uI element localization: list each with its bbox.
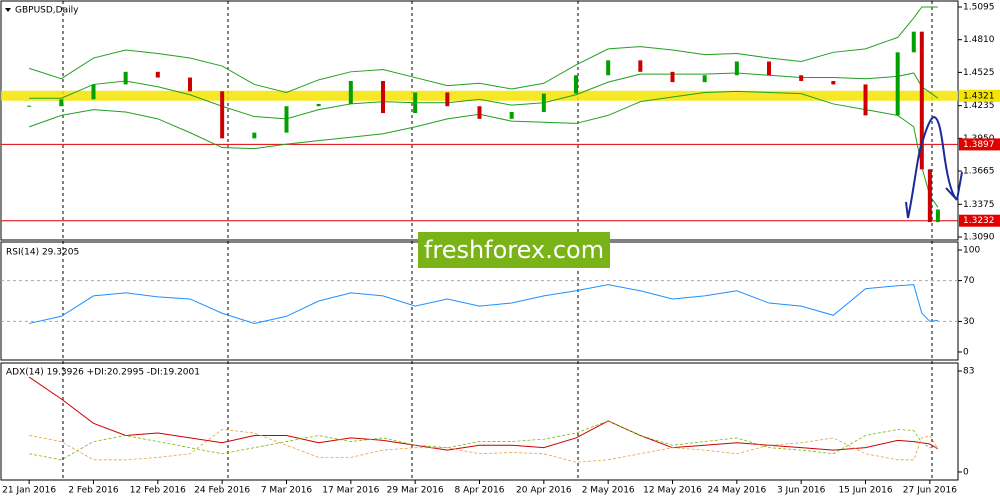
- x-tick-label: 12 May 2016: [643, 486, 702, 496]
- bollinger-lower: [28, 90, 939, 208]
- y-tick-label: 1.3665: [963, 167, 995, 177]
- candle: [509, 111, 514, 119]
- chart-title: GBPUSD,Daily: [15, 6, 79, 16]
- x-tick-label: 8 Apr 2016: [455, 486, 505, 496]
- indicator-line: [28, 376, 939, 451]
- candle: [445, 92, 450, 107]
- candle: [59, 99, 64, 107]
- level-label: 1.3897: [963, 140, 995, 150]
- y-tick-label: 1.3375: [963, 200, 995, 210]
- x-tick-label: 21 Jan 2016: [2, 486, 56, 496]
- candle: [284, 106, 289, 133]
- x-tick-label: 24 May 2016: [708, 486, 767, 496]
- x-tick-label: 3 Jun 2016: [777, 486, 826, 496]
- level-label-box: [959, 214, 1000, 227]
- y-tick-label: 1.4810: [963, 35, 995, 45]
- candle: [187, 77, 192, 92]
- candle: [348, 80, 353, 104]
- y-tick-label: 1.4235: [963, 101, 995, 111]
- x-tick-label: 15 Jun 2016: [838, 486, 892, 496]
- candle: [919, 31, 924, 170]
- x-tick-label: 12 Feb 2016: [130, 486, 186, 496]
- y-tick-label: 0: [963, 348, 969, 358]
- candle: [911, 31, 916, 53]
- candle: [123, 71, 128, 85]
- candle: [863, 84, 868, 116]
- candle: [702, 75, 707, 83]
- y-tick-label: 1.4525: [963, 68, 995, 78]
- x-tick-label: 17 Mar 2016: [322, 486, 379, 496]
- rsi-title: RSI(14) 29.3205: [6, 248, 79, 258]
- indicator-line: [29, 284, 938, 324]
- watermark-box: [418, 232, 610, 268]
- y-tick-label: 30: [963, 317, 975, 327]
- candle: [541, 93, 546, 112]
- candle: [670, 71, 675, 83]
- candle: [895, 52, 900, 116]
- candle: [155, 71, 160, 78]
- y-tick-label: 83: [963, 367, 974, 377]
- x-tick-label: 27 Jun 2016: [903, 486, 957, 496]
- marks: 1.50951.48101.45251.42351.39501.36651.33…: [1, 3, 1000, 496]
- x-tick-label: 2 May 2016: [582, 486, 635, 496]
- bollinger-upper: [28, 6, 938, 93]
- candle: [413, 92, 418, 114]
- y-tick-label: 0: [963, 468, 969, 478]
- level-label: 1.4321: [963, 91, 995, 101]
- candle: [252, 132, 257, 139]
- candle: [638, 60, 643, 72]
- candle: [734, 61, 739, 76]
- candle: [831, 80, 836, 85]
- y-tick-label: 70: [963, 276, 975, 286]
- bollinger-middle: [29, 72, 939, 120]
- adx-title: ADX(14) 19.3926 +DI:20.2995 -DI:19.2001: [6, 368, 200, 378]
- level-label: 1.3232: [963, 216, 995, 226]
- candle: [91, 84, 96, 100]
- menu-arrow[interactable]: [5, 8, 11, 12]
- watermark: freshforex.com: [424, 236, 604, 264]
- level-label-box: [959, 89, 1000, 102]
- x-tick-label: 7 Mar 2016: [261, 486, 313, 496]
- candle: [380, 80, 385, 114]
- x-tick-label: 2 Feb 2016: [68, 486, 119, 496]
- y-tick-label: 1.5095: [963, 3, 995, 13]
- candle: [574, 75, 579, 94]
- y-tick-label: 1.3090: [963, 233, 995, 243]
- candle: [799, 75, 804, 81]
- candle: [316, 103, 321, 107]
- candle: [477, 106, 482, 119]
- y-tick-label: 100: [963, 246, 980, 256]
- candle: [935, 209, 940, 223]
- x-tick-label: 29 Mar 2016: [387, 486, 444, 496]
- x-tick-label: 20 Apr 2016: [516, 486, 572, 496]
- level-label-box: [959, 138, 1000, 151]
- candle: [927, 169, 932, 223]
- candle: [767, 61, 772, 76]
- candle: [220, 91, 225, 139]
- x-tick-label: 24 Feb 2016: [194, 486, 250, 496]
- candle: [606, 60, 611, 76]
- hand-drawn-arrow: [905, 115, 963, 219]
- indicator-line: [29, 420, 938, 461]
